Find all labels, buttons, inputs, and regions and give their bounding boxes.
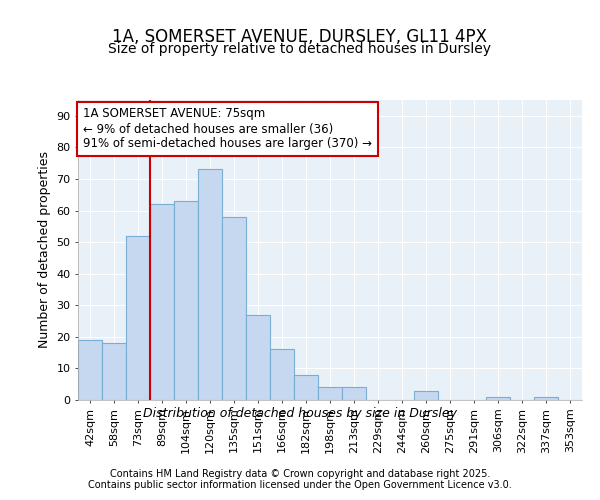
Bar xyxy=(318,388,342,400)
Bar xyxy=(342,388,366,400)
Text: 1A, SOMERSET AVENUE, DURSLEY, GL11 4PX: 1A, SOMERSET AVENUE, DURSLEY, GL11 4PX xyxy=(113,28,487,46)
Text: Contains HM Land Registry data © Crown copyright and database right 2025.: Contains HM Land Registry data © Crown c… xyxy=(110,469,490,479)
Bar xyxy=(414,390,438,400)
Bar xyxy=(486,397,510,400)
Bar xyxy=(150,204,174,400)
Bar xyxy=(198,170,222,400)
Bar xyxy=(270,350,294,400)
Text: Distribution of detached houses by size in Dursley: Distribution of detached houses by size … xyxy=(143,408,457,420)
Bar xyxy=(222,217,246,400)
Bar xyxy=(246,314,270,400)
Bar xyxy=(174,201,198,400)
Text: 1A SOMERSET AVENUE: 75sqm
← 9% of detached houses are smaller (36)
91% of semi-d: 1A SOMERSET AVENUE: 75sqm ← 9% of detach… xyxy=(83,108,372,150)
Text: Contains public sector information licensed under the Open Government Licence v3: Contains public sector information licen… xyxy=(88,480,512,490)
Bar xyxy=(102,343,126,400)
Text: Size of property relative to detached houses in Dursley: Size of property relative to detached ho… xyxy=(109,42,491,56)
Bar xyxy=(534,397,558,400)
Bar xyxy=(294,374,318,400)
Y-axis label: Number of detached properties: Number of detached properties xyxy=(38,152,50,348)
Bar xyxy=(78,340,102,400)
Bar xyxy=(126,236,150,400)
